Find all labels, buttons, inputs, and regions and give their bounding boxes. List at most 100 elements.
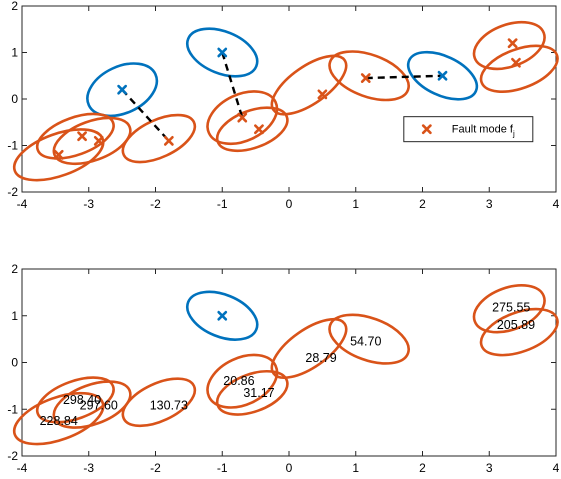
x-tick-label: -2 [150,197,161,211]
dashed-connection [221,52,244,118]
fault-point-stroke-b [507,38,518,49]
y-tick-label: 0 [11,356,18,370]
x-tick-label: 4 [553,197,560,211]
legend: Fault mode fj [403,116,534,143]
fault-ellipse [215,106,289,153]
annotation-label: 298.40 [63,393,101,407]
nominal-point-stroke-b [217,310,228,321]
fault-ellipse [35,376,115,424]
fault-ellipse [472,20,546,71]
nominal-point [217,47,228,58]
fault-point-stroke-b [163,135,174,146]
y-tick-label: -2 [7,185,18,199]
fault-point-stroke-b [237,112,248,123]
y-tick-label: -2 [7,449,18,463]
x-tick-label: -4 [17,461,28,475]
dashed-connection [365,74,443,80]
nominal-point [117,84,128,95]
fault-point [511,57,521,68]
nominal-point [437,70,448,81]
legend-marker-stroke-b [421,124,432,135]
fault-ellipse [12,391,105,446]
y-tick-label: -1 [7,139,18,153]
fault-ellipse [121,113,197,164]
y-tick-label: 2 [11,262,18,276]
annotation-label: 275.55 [492,300,530,314]
fault-ellipse [328,50,410,102]
annotation-label: 54.70 [350,334,381,348]
y-tick-label: 1 [11,309,18,323]
axes-box [21,268,557,457]
fault-point [93,135,104,146]
fault-ellipse [206,90,279,146]
annotation-label: 130.73 [150,399,188,413]
fault-point [254,124,264,135]
fault-point [163,135,174,146]
fault-point-stroke-b [93,135,104,146]
x-tick-label: 2 [419,461,426,475]
x-tick-label: 2 [419,197,426,211]
nominal-point-stroke-b [117,84,128,95]
fault-point [317,89,328,100]
nominal-point-stroke-b [217,47,228,58]
legend-marker [421,124,432,135]
annotation-label: 20.86 [223,374,254,388]
x-tick-label: 3 [486,197,493,211]
fault-point-stroke-b [317,89,328,100]
nominal-point-stroke-b [437,70,448,81]
fault-ellipse [472,284,546,334]
annotation-label: 31.17 [243,386,274,400]
nominal-ellipse [406,50,479,101]
x-tick-label: 1 [352,197,359,211]
fault-ellipse [121,377,197,428]
nominal-ellipse [186,290,259,341]
fault-ellipse [270,54,348,116]
fault-point [360,73,371,83]
x-tick-label: 0 [286,197,293,211]
fault-point-stroke-b [360,73,371,83]
nominal-ellipse [86,62,159,118]
fault-ellipse [52,116,132,166]
y-tick-label: 1 [11,46,18,60]
top-plot: -4 -3 -2 -1 0 1 2 3 4 -2 -1 0 1 2 Fault mode fj [7,0,560,211]
fault-point-stroke-b [254,124,264,135]
fault-ellipse [479,307,559,357]
x-tick-label: -3 [83,461,94,475]
fault-point [53,149,64,160]
y-tick-label: -1 [7,402,18,416]
y-tick-label: 2 [11,0,18,13]
fault-ellipse [328,313,410,365]
x-tick-label: 3 [486,461,493,475]
x-tick-label: -2 [150,461,161,475]
legend-label: Fault mode fj [452,124,515,139]
annotation-label: 205.89 [497,318,535,332]
nominal-ellipse [186,27,259,78]
x-tick-label: -4 [17,197,28,211]
x-tick-label: -1 [217,197,228,211]
fault-ellipse [206,353,279,409]
y-tick-label: 0 [11,92,18,106]
fault-point [237,112,248,123]
fault-ellipse [215,369,289,416]
x-tick-label: -1 [217,461,228,475]
fault-ellipse [270,317,348,379]
fault-point-stroke-b [77,131,87,142]
annotation-label: 228.84 [40,414,78,428]
x-tick-label: -3 [83,197,94,211]
nominal-point [217,310,228,321]
fault-ellipse [52,380,132,429]
fault-point [77,131,87,142]
annotation-label: 297.60 [80,399,118,413]
x-tick-label: 4 [553,461,560,475]
fault-ellipse [479,44,559,93]
x-tick-label: 0 [286,461,293,475]
fault-ellipse [35,112,115,160]
x-tick-label: 1 [352,461,359,475]
fault-point [507,38,518,49]
fault-point-stroke-b [511,57,521,68]
fault-point-stroke-b [53,149,64,160]
annotation-label: 28.79 [305,351,336,365]
legend-label-subscript: j [512,130,515,139]
